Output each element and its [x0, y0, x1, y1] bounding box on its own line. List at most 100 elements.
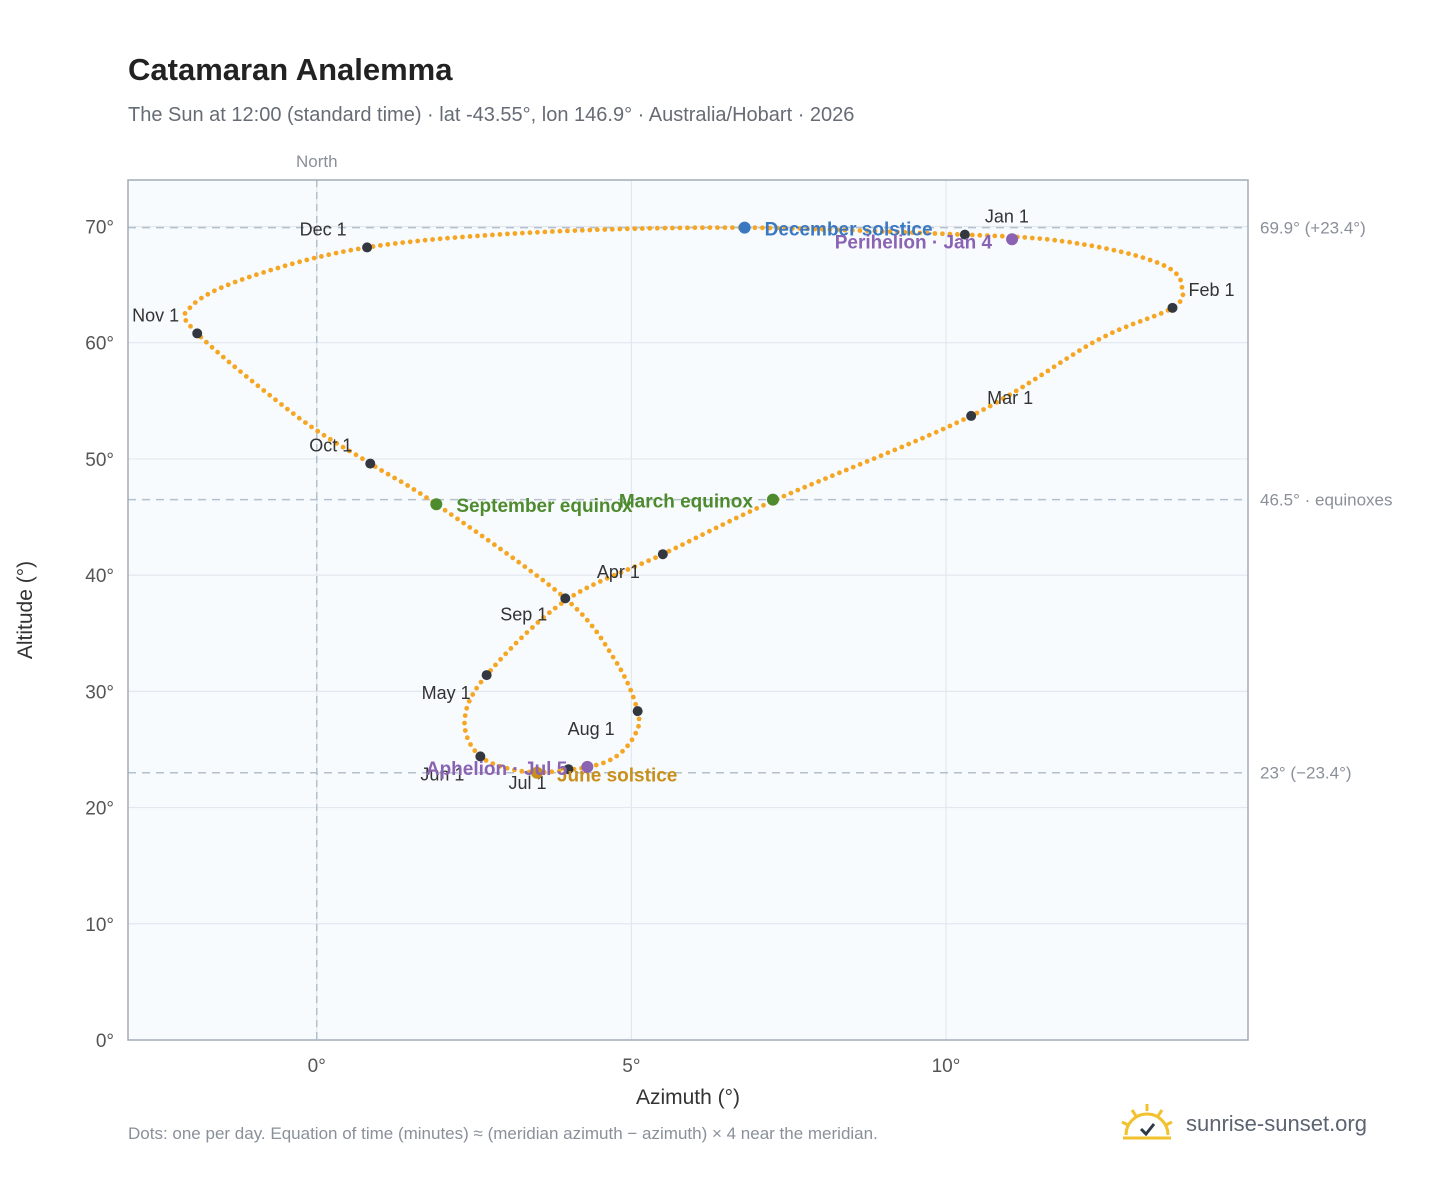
daily-sun-dot — [727, 518, 732, 524]
y-tick-label: 20° — [85, 799, 114, 820]
daily-sun-dot — [547, 610, 552, 616]
month-marker — [959, 229, 970, 240]
month-label: Apr 1 — [597, 562, 640, 582]
daily-sun-dot — [878, 453, 884, 459]
daily-sun-dot — [462, 713, 468, 718]
daily-sun-dot — [273, 397, 278, 403]
daily-sun-dot — [303, 420, 308, 425]
daily-sun-dot — [204, 339, 209, 345]
daily-sun-dot — [334, 440, 340, 446]
daily-sun-dot — [606, 648, 612, 654]
daily-sun-dot — [614, 661, 620, 666]
daily-sun-dot — [327, 436, 333, 442]
daily-sun-dot — [483, 758, 489, 763]
month-label: Dec 1 — [300, 219, 347, 239]
daily-sun-dot — [1161, 263, 1167, 268]
month-label: Jun 1 — [420, 764, 464, 784]
daily-sun-dot — [602, 641, 608, 647]
footnote: Dots: one per day. Equation of time (min… — [128, 1124, 878, 1143]
daily-sun-dot — [475, 233, 480, 239]
daily-sun-dot — [238, 369, 243, 374]
reference-line-label: 23° (−23.4°) — [1260, 764, 1352, 783]
month-marker — [1167, 302, 1178, 313]
daily-sun-dot — [505, 231, 510, 237]
daily-sun-dot — [445, 235, 450, 241]
month-marker — [475, 751, 486, 762]
y-tick-label: 60° — [85, 334, 114, 355]
daily-sun-dot — [775, 225, 780, 231]
daily-sun-dot — [614, 753, 620, 759]
daily-sun-dot — [624, 226, 630, 232]
daily-sun-dot — [460, 234, 465, 240]
daily-sun-dot — [379, 468, 384, 473]
daily-sun-dot — [805, 226, 810, 232]
daily-sun-dot — [594, 227, 600, 233]
daily-sun-dot — [761, 502, 766, 508]
daily-sun-dot — [1174, 271, 1179, 277]
daily-sun-dot — [607, 757, 613, 763]
brand[interactable]: sunrise-sunset.org — [1120, 1102, 1367, 1146]
daily-sun-dot — [378, 243, 383, 248]
daily-sun-dot — [1103, 333, 1108, 339]
daily-sun-dot — [549, 769, 555, 775]
daily-sun-dot — [827, 227, 833, 232]
daily-sun-dot — [205, 291, 211, 297]
daily-sun-dot — [633, 701, 639, 707]
daily-sun-dot — [225, 282, 231, 288]
daily-sun-dot — [541, 615, 546, 620]
daily-sun-dot — [892, 447, 898, 453]
event-marker — [1006, 233, 1019, 246]
daily-sun-dot — [220, 354, 226, 360]
daily-sun-dot — [526, 769, 532, 775]
daily-sun-dot — [602, 227, 608, 232]
daily-sun-dot — [470, 692, 476, 697]
daily-sun-dot — [1123, 324, 1129, 330]
daily-sun-dot — [591, 582, 596, 587]
daily-sun-dot — [947, 423, 953, 429]
daily-sun-dot — [925, 230, 930, 236]
daily-sun-dot — [940, 231, 945, 237]
daily-sun-dot — [1029, 235, 1035, 241]
daily-sun-dot — [452, 235, 458, 241]
daily-sun-dot — [1118, 249, 1124, 255]
axes: 0° 10° 20° 30° 40° 50° 60° 70° 0° 5° 10° — [85, 217, 960, 1077]
month-label: May 1 — [422, 683, 471, 703]
daily-sun-dot — [722, 225, 728, 231]
daily-sun-dot — [788, 490, 794, 496]
daily-sun-dot — [933, 429, 939, 435]
daily-sun-dot — [398, 479, 404, 485]
daily-sun-dot — [1177, 299, 1183, 304]
daily-sun-dot — [513, 640, 519, 646]
daily-sun-dot — [569, 601, 574, 607]
daily-sun-dot — [411, 487, 417, 492]
daily-sun-dot — [969, 232, 975, 238]
daily-sun-dot — [1083, 344, 1089, 350]
daily-sun-dot — [424, 495, 429, 500]
daily-sun-dot — [1039, 372, 1044, 378]
daily-sun-dot — [1178, 277, 1183, 283]
daily-sun-dot — [636, 723, 641, 729]
daily-sun-dot — [348, 247, 354, 253]
daily-sun-dot — [498, 656, 503, 662]
month-label: Oct 1 — [309, 436, 352, 456]
daily-sun-dot — [617, 226, 623, 232]
daily-sun-dot — [864, 459, 870, 464]
daily-sun-dot — [795, 487, 801, 493]
daily-sun-dot — [579, 227, 585, 233]
daily-sun-dot — [319, 254, 324, 259]
daily-sun-dot — [541, 769, 547, 775]
daily-sun-dot — [618, 667, 624, 673]
daily-sun-dot — [512, 767, 517, 773]
daily-sun-dot — [647, 225, 653, 231]
daily-sun-dot — [700, 532, 705, 537]
daily-sun-dot — [850, 227, 855, 233]
daily-sun-dot — [504, 551, 509, 556]
daily-sun-dot — [754, 506, 760, 511]
meridian-label: North — [296, 152, 338, 171]
reference-lines: North 69.9° (+23.4°) 46.5° · equinoxes 23° … — [128, 152, 1393, 1040]
daily-sun-dot — [625, 680, 631, 686]
daily-sun-dot — [528, 568, 534, 574]
daily-sun-dot — [1133, 253, 1139, 258]
daily-sun-dot — [232, 279, 238, 285]
